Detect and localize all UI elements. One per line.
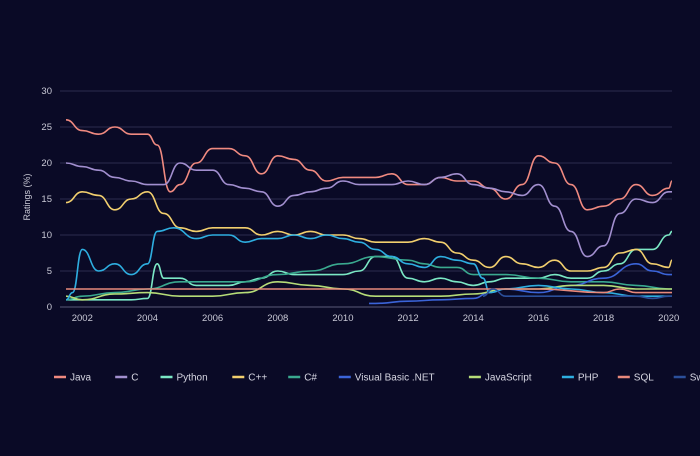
x-tick-labels: 2002 2004 2006 2008 2010 2012 2014 2016 2018 2020 bbox=[72, 313, 680, 324]
legend-label-c: C++ bbox=[248, 373, 267, 384]
x-tick-label: 2010 bbox=[332, 313, 353, 324]
series-line-swift bbox=[482, 288, 673, 300]
y-tick-label: 10 bbox=[41, 230, 52, 241]
legend-label-swift: Swift bbox=[690, 373, 700, 384]
legend-label-sql: SQL bbox=[634, 373, 654, 384]
x-tick-label: 2018 bbox=[593, 313, 614, 324]
series-line-java bbox=[65, 119, 673, 211]
x-tick-label: 2020 bbox=[658, 313, 679, 324]
legend: Java C Python C++ C# Visual Basic .NET JavaScr… bbox=[54, 373, 700, 384]
x-tick-label: 2012 bbox=[398, 313, 419, 324]
x-tick-label: 2002 bbox=[72, 313, 93, 324]
series-line-sql bbox=[66, 288, 672, 294]
y-tick-label: 5 bbox=[47, 266, 52, 277]
legend-label-python: Python bbox=[177, 373, 208, 384]
series-line-c bbox=[65, 191, 673, 272]
x-tick-label: 2006 bbox=[202, 313, 223, 324]
y-tick-label: 15 bbox=[41, 194, 52, 205]
series-line-visual-basic-net bbox=[369, 263, 672, 305]
y-tick-labels: 0 5 10 15 20 25 30 bbox=[41, 86, 52, 313]
series-line-python bbox=[65, 230, 673, 301]
legend-label-java: Java bbox=[70, 373, 92, 384]
y-tick-label: 30 bbox=[41, 86, 52, 97]
x-tick-label: 2016 bbox=[528, 313, 549, 324]
y-tick-label: 25 bbox=[41, 122, 52, 133]
x-tick-label: 2014 bbox=[463, 313, 484, 324]
x-tick-label: 2004 bbox=[137, 313, 158, 324]
y-axis-title: Ratings (%) bbox=[22, 173, 32, 220]
series-line-c bbox=[65, 162, 672, 258]
series-line-c bbox=[65, 255, 672, 301]
legend-label-c: C bbox=[131, 373, 138, 384]
legend-label-c: C# bbox=[304, 373, 317, 384]
grid-lines bbox=[60, 90, 672, 308]
series-lines bbox=[65, 119, 673, 305]
y-tick-label: 20 bbox=[41, 158, 52, 169]
series-line-javascript bbox=[65, 281, 672, 301]
legend-label-php: PHP bbox=[578, 373, 599, 384]
legend-label-visual-basic-net: Visual Basic .NET bbox=[355, 373, 435, 384]
x-tick-label: 2008 bbox=[267, 313, 288, 324]
y-tick-label: 0 bbox=[47, 302, 52, 313]
legend-label-javascript: JavaScript bbox=[485, 373, 532, 384]
